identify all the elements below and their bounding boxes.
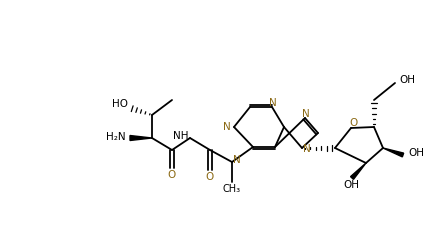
Text: N: N — [233, 155, 241, 165]
Polygon shape — [130, 135, 152, 141]
Polygon shape — [350, 163, 366, 179]
Text: OH: OH — [408, 148, 424, 158]
Text: NH: NH — [173, 131, 189, 141]
Text: N: N — [302, 109, 310, 119]
Text: N: N — [269, 98, 277, 108]
Text: HO: HO — [112, 99, 128, 109]
Text: N: N — [223, 122, 231, 132]
Text: OH: OH — [343, 180, 359, 190]
Text: N: N — [303, 144, 311, 154]
Text: H₂N: H₂N — [106, 132, 126, 142]
Text: OH: OH — [399, 75, 415, 85]
Text: O: O — [205, 172, 213, 182]
Text: CH₃: CH₃ — [223, 184, 241, 194]
Text: O: O — [349, 118, 357, 128]
Polygon shape — [383, 148, 404, 157]
Text: O: O — [167, 170, 175, 180]
